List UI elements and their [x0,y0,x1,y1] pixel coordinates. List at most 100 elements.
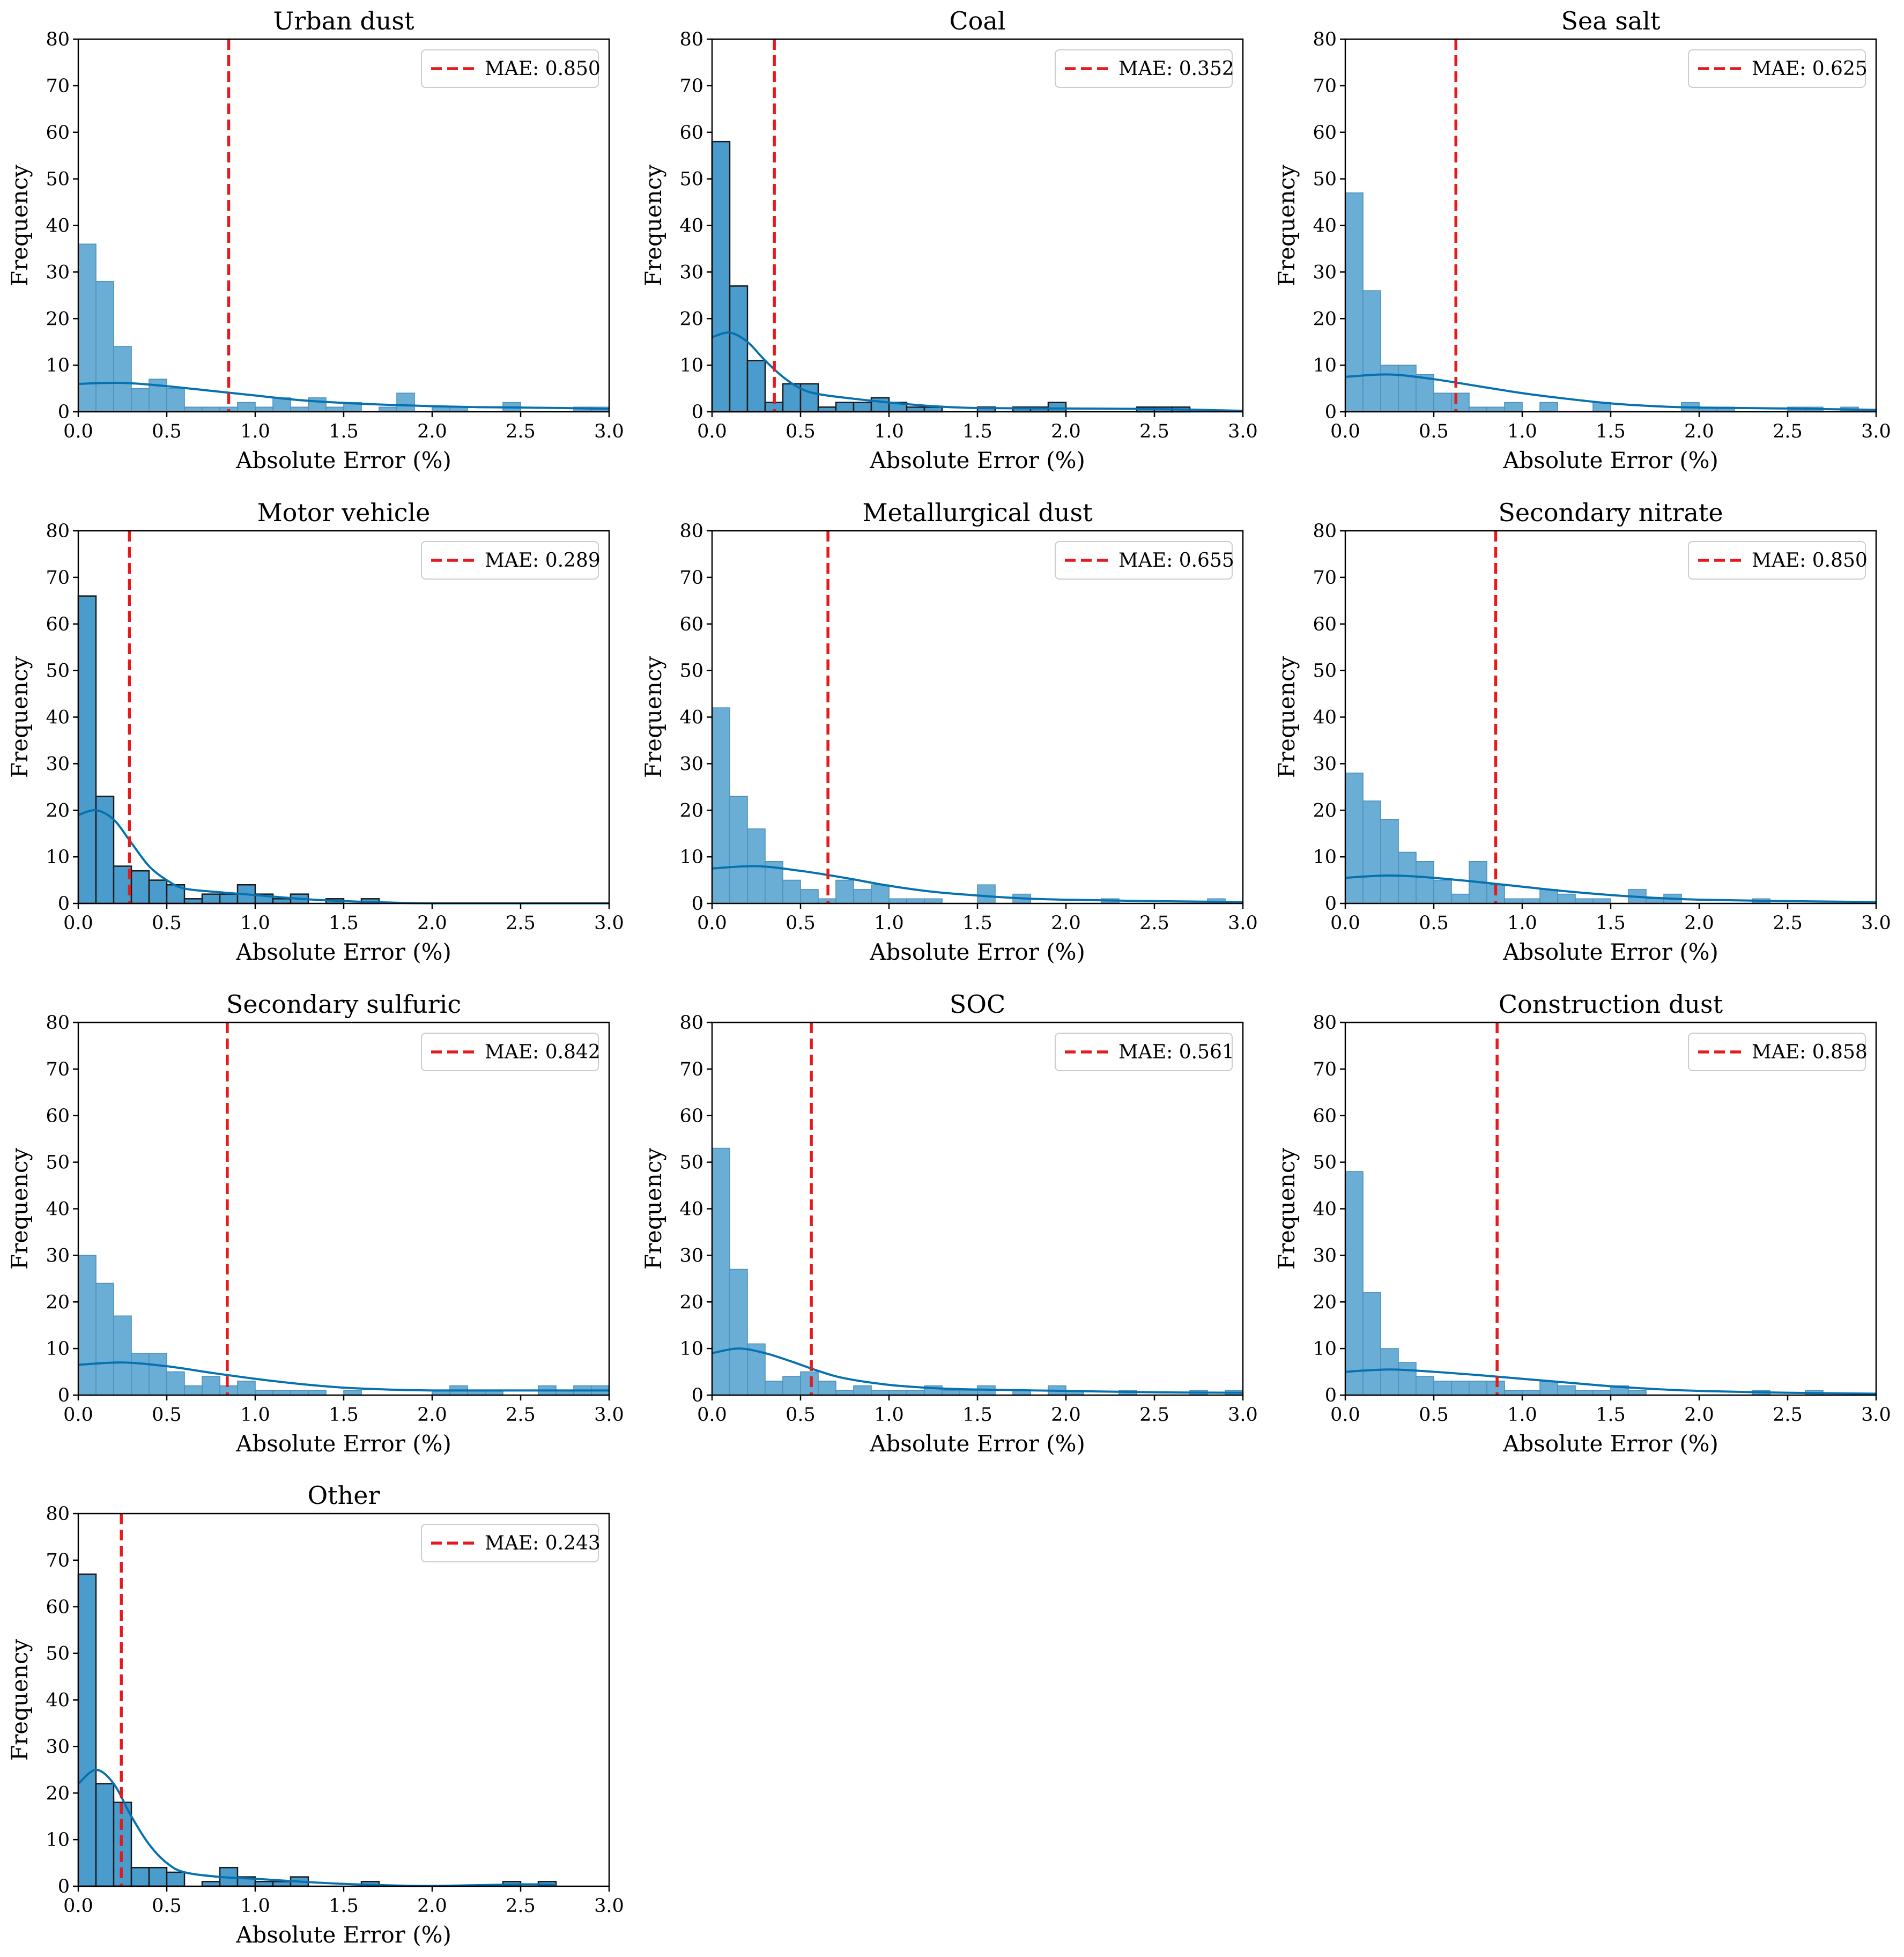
histogram-bar [1522,898,1540,904]
x-tick-label: 2.0 [417,421,447,442]
histogram-bar [325,406,344,412]
histogram-bar [95,280,114,412]
x-tick-label: 2.0 [417,1404,447,1426]
histogram-bar [272,898,292,905]
x-tick-label: 0.5 [1419,1404,1449,1426]
histogram-bar [290,406,309,412]
x-tick-label: 1.5 [1596,1404,1626,1426]
histogram-bar [343,1390,362,1396]
y-tick-label: 80 [1313,521,1337,542]
kde-curve [712,1347,1243,1394]
x-tick-label: 0.5 [1419,421,1449,442]
histogram-bar [1504,898,1523,904]
legend-box [421,1524,599,1562]
y-tick-label: 50 [46,1152,70,1174]
histogram-bar [1575,898,1594,904]
legend-box [1688,1033,1866,1071]
subplot-3: 0 10 20 30 40 50 60 70 80 0.0 0.5 1.0 1.5 2.0 2.5 3.0 Se… [1273,6,1891,473]
legend: MAE: 0.858 [1688,1033,1868,1071]
y-tick-label: 20 [46,1292,70,1313]
y-tick-label: 50 [679,661,703,682]
y-tick-label: 20 [46,1783,70,1804]
y-tick-label: 70 [1313,567,1337,589]
x-tick-label: 3.0 [594,1895,624,1917]
histogram-bar [1557,1385,1576,1396]
y-tick-label: 10 [1313,355,1337,376]
histogram-bar [149,1353,167,1396]
x-axis-label: Absolute Error (%) [235,447,451,473]
y-tick-label: 60 [46,614,70,635]
y-tick-label: 0 [1325,893,1337,915]
y-tick-label: 70 [46,1059,70,1080]
y-tick-label: 80 [46,29,70,50]
histogram-bar [1486,406,1505,412]
x-tick-label: 1.0 [874,913,904,934]
x-tick-label: 2.5 [506,1895,536,1917]
histogram-bar [1398,365,1417,412]
y-tick-label: 20 [679,800,703,821]
x-tick-label: 1.0 [240,1895,270,1917]
y-tick-label: 0 [692,893,703,915]
y-tick-label: 40 [1313,707,1337,729]
y-tick-label: 50 [1313,169,1337,190]
histogram-bar [95,1283,114,1396]
kde-curve [1345,1368,1877,1395]
y-tick-label: 30 [46,262,70,283]
kde-curve [1345,373,1877,411]
y-tick-label: 30 [679,753,703,775]
histogram-bar [95,1783,115,1887]
histogram-bar [202,406,220,412]
subplot-title: Other [307,1481,380,1510]
histogram-bar [1433,1381,1452,1396]
legend-label: MAE: 0.655 [1118,550,1234,572]
x-axis-label: Absolute Error (%) [235,939,451,965]
x-tick-label: 1.5 [962,913,992,934]
subplot-title: Construction dust [1499,990,1723,1019]
histogram-bar [272,1390,291,1396]
legend-label: MAE: 0.561 [1118,1041,1234,1063]
y-tick-label: 80 [46,521,70,542]
y-tick-label: 60 [679,614,703,635]
legend: MAE: 0.243 [421,1524,601,1562]
y-axis-label: Frequency [640,1148,666,1270]
y-tick-label: 20 [46,800,70,821]
y-tick-label: 30 [46,753,70,775]
histogram-bar [1451,392,1470,412]
histogram-bar [746,360,766,413]
y-tick-label: 40 [46,707,70,729]
y-tick-label: 0 [58,1876,70,1897]
histogram-bar [800,1371,819,1396]
histogram-bar [1362,800,1381,904]
histogram-bar [272,1881,292,1887]
histogram-bar [130,870,150,905]
x-tick-label: 1.0 [874,1404,904,1426]
x-tick-label: 2.0 [1051,1404,1081,1426]
y-tick-label: 30 [46,1245,70,1266]
legend: MAE: 0.842 [421,1033,601,1071]
subplot-2: 0 10 20 30 40 50 60 70 80 0.0 0.5 1.0 1.5 2.0 2.5 3.0 Co… [640,6,1258,473]
y-tick-label: 0 [58,893,70,915]
y-tick-label: 70 [1313,1059,1337,1080]
y-tick-label: 70 [679,76,703,97]
histogram-bar [1539,1381,1558,1396]
subplot-title: Metallurgical dust [862,498,1093,527]
histogram-bar [184,1385,203,1396]
histogram-bar [1345,772,1364,904]
histogram-bar [1345,1171,1364,1396]
histogram-bar [782,879,801,904]
y-tick-label: 80 [1313,29,1337,50]
legend-label: MAE: 0.243 [485,1532,601,1554]
histogram-bar [906,406,925,413]
y-tick-label: 0 [692,402,703,423]
y-tick-label: 10 [46,355,70,376]
legend: MAE: 0.625 [1688,49,1868,88]
histogram-bar [78,243,97,412]
x-tick-label: 1.5 [329,1404,359,1426]
y-tick-label: 70 [1313,76,1337,97]
subplot-title: Sea salt [1561,6,1661,35]
y-tick-label: 60 [1313,614,1337,635]
y-tick-label: 80 [679,521,703,542]
y-tick-label: 50 [679,1152,703,1174]
y-tick-label: 70 [46,567,70,589]
